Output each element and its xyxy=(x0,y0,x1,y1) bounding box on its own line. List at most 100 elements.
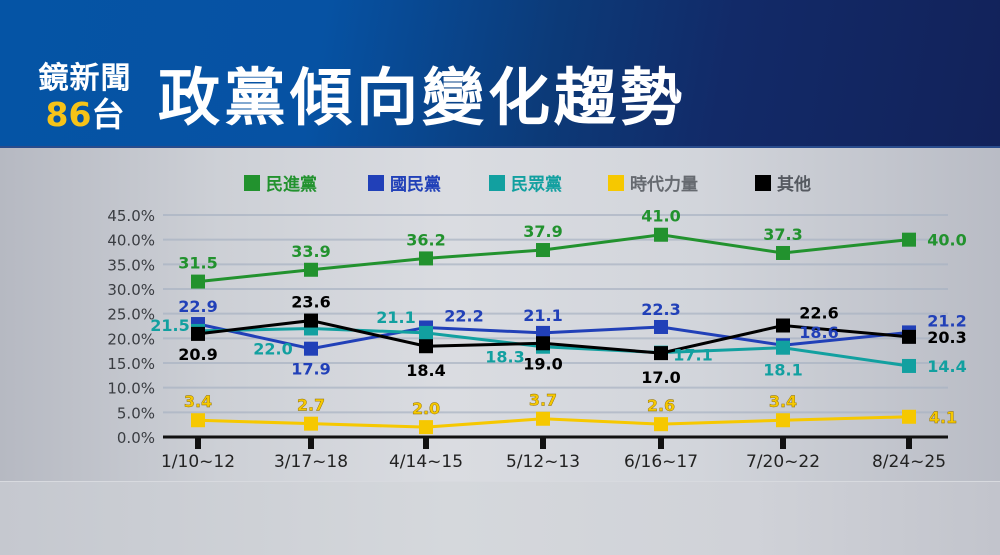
data-point-marker xyxy=(536,243,550,258)
data-point-marker xyxy=(419,325,433,340)
data-label: 22.6 xyxy=(799,304,838,323)
legend-swatch-icon xyxy=(608,174,624,191)
data-label: 2.6 xyxy=(647,396,675,415)
data-label: 40.0 xyxy=(927,231,966,250)
x-tick-label: 3/17~18 xyxy=(274,452,348,472)
logo-channel-number: 86 xyxy=(45,95,92,134)
data-point-marker xyxy=(304,262,318,277)
legend-label: 國民黨 xyxy=(390,175,441,195)
data-point-marker xyxy=(902,409,916,424)
x-tick-mark xyxy=(906,437,912,449)
data-point-marker xyxy=(902,232,916,247)
x-tick-label: 5/12~13 xyxy=(506,452,580,472)
data-label: 18.6 xyxy=(799,323,838,342)
legend-label: 時代力量 xyxy=(630,175,698,195)
legend-swatch-icon xyxy=(368,174,384,191)
data-label: 2.0 xyxy=(412,399,440,418)
x-tick-mark xyxy=(780,437,786,449)
y-tick-label: 25.0% xyxy=(107,306,155,324)
legend-item-other: 其他 xyxy=(755,170,811,195)
data-label: 17.0 xyxy=(641,368,680,387)
data-point-marker xyxy=(902,329,916,344)
data-label: 3.7 xyxy=(529,391,557,410)
data-label: 21.1 xyxy=(523,306,562,325)
data-point-marker xyxy=(654,346,668,361)
data-label: 22.2 xyxy=(444,306,483,325)
x-tick-mark xyxy=(423,437,429,449)
data-label: 22.0 xyxy=(253,339,292,358)
data-label: 18.4 xyxy=(406,361,445,380)
bottom-strip xyxy=(0,481,1000,555)
data-label: 18.3 xyxy=(485,348,524,367)
legend-swatch-icon xyxy=(244,174,260,191)
data-point-marker xyxy=(654,319,668,334)
channel-logo: 鏡新聞 86台 xyxy=(30,64,140,132)
data-label: 31.5 xyxy=(178,254,217,273)
logo-channel-char: 台 xyxy=(91,95,125,134)
data-point-marker xyxy=(776,340,790,355)
header-banner: 鏡新聞 86台 政黨傾向變化趨勢 xyxy=(0,0,1000,148)
x-tick-mark xyxy=(195,437,201,449)
legend-item-npp: 時代力量 xyxy=(608,170,698,195)
data-label: 21.5 xyxy=(150,316,189,335)
data-label: 17.1 xyxy=(673,346,712,365)
legend-item-dpp: 民進黨 xyxy=(244,170,317,195)
legend-item-tpp: 民眾黨 xyxy=(489,170,562,195)
y-tick-label: 40.0% xyxy=(107,232,155,250)
y-tick-label: 0.0% xyxy=(117,429,155,447)
data-point-marker xyxy=(776,245,790,260)
data-label: 3.4 xyxy=(769,392,797,411)
legend-swatch-icon xyxy=(755,174,771,191)
data-point-marker xyxy=(419,339,433,354)
data-label: 14.4 xyxy=(927,357,966,376)
x-tick-mark xyxy=(658,437,664,449)
data-label: 2.7 xyxy=(297,396,325,415)
y-tick-label: 45.0% xyxy=(107,207,155,225)
x-tick-label: 7/20~22 xyxy=(746,452,820,472)
data-label: 37.9 xyxy=(523,222,562,241)
data-label: 20.3 xyxy=(927,328,966,347)
data-point-marker xyxy=(419,251,433,266)
data-label: 21.1 xyxy=(376,308,415,327)
data-point-marker xyxy=(419,420,433,435)
legend-label: 其他 xyxy=(777,175,811,195)
y-axis-labels: 0.0% 5.0% 10.0% 15.0% 20.0% 25.0% 30.0% 35.0% 40… xyxy=(107,207,155,447)
chart-legend: 民進黨 國民黨 民眾黨 時代力量 其他 xyxy=(0,170,1000,195)
chart-gridlines xyxy=(163,214,948,414)
legend-label: 民進黨 xyxy=(266,175,317,195)
data-point-marker xyxy=(902,358,916,373)
legend-label: 民眾黨 xyxy=(511,175,562,195)
data-label: 41.0 xyxy=(641,207,680,226)
data-label: 3.4 xyxy=(184,392,212,411)
y-tick-label: 35.0% xyxy=(107,256,155,274)
chart-series xyxy=(191,227,916,435)
data-labels: 31.5 33.9 36.2 37.9 41.0 37.3 40.0 22.9 17.9 22.2… xyxy=(150,207,966,427)
data-point-marker xyxy=(776,318,790,333)
data-label: 37.3 xyxy=(763,225,802,244)
x-tick-label: 4/14~15 xyxy=(389,452,463,472)
data-label: 22.9 xyxy=(178,297,217,316)
y-tick-label: 30.0% xyxy=(107,281,155,299)
data-point-marker xyxy=(304,313,318,328)
x-tick-label: 6/16~17 xyxy=(624,452,698,472)
data-point-marker xyxy=(191,326,205,341)
y-tick-label: 5.0% xyxy=(117,404,155,422)
x-tick-mark xyxy=(540,437,546,449)
data-point-marker xyxy=(304,341,318,356)
data-point-marker xyxy=(654,417,668,432)
data-label: 4.1 xyxy=(929,408,957,427)
data-point-marker xyxy=(536,336,550,351)
x-axis: 1/10~12 3/17~18 4/14~15 5/12~13 6/16~17 7/20~… xyxy=(161,435,948,472)
data-label: 21.2 xyxy=(927,311,966,330)
data-label: 36.2 xyxy=(406,230,445,249)
data-point-marker xyxy=(654,227,668,242)
data-label: 19.0 xyxy=(523,354,562,373)
header-divider xyxy=(0,146,1000,148)
data-point-marker xyxy=(776,413,790,428)
data-label: 23.6 xyxy=(291,293,330,312)
data-label: 17.9 xyxy=(291,360,330,379)
page-title: 政黨傾向變化趨勢 xyxy=(158,61,687,134)
y-tick-label: 10.0% xyxy=(107,380,155,398)
logo-channel: 86台 xyxy=(30,98,140,131)
